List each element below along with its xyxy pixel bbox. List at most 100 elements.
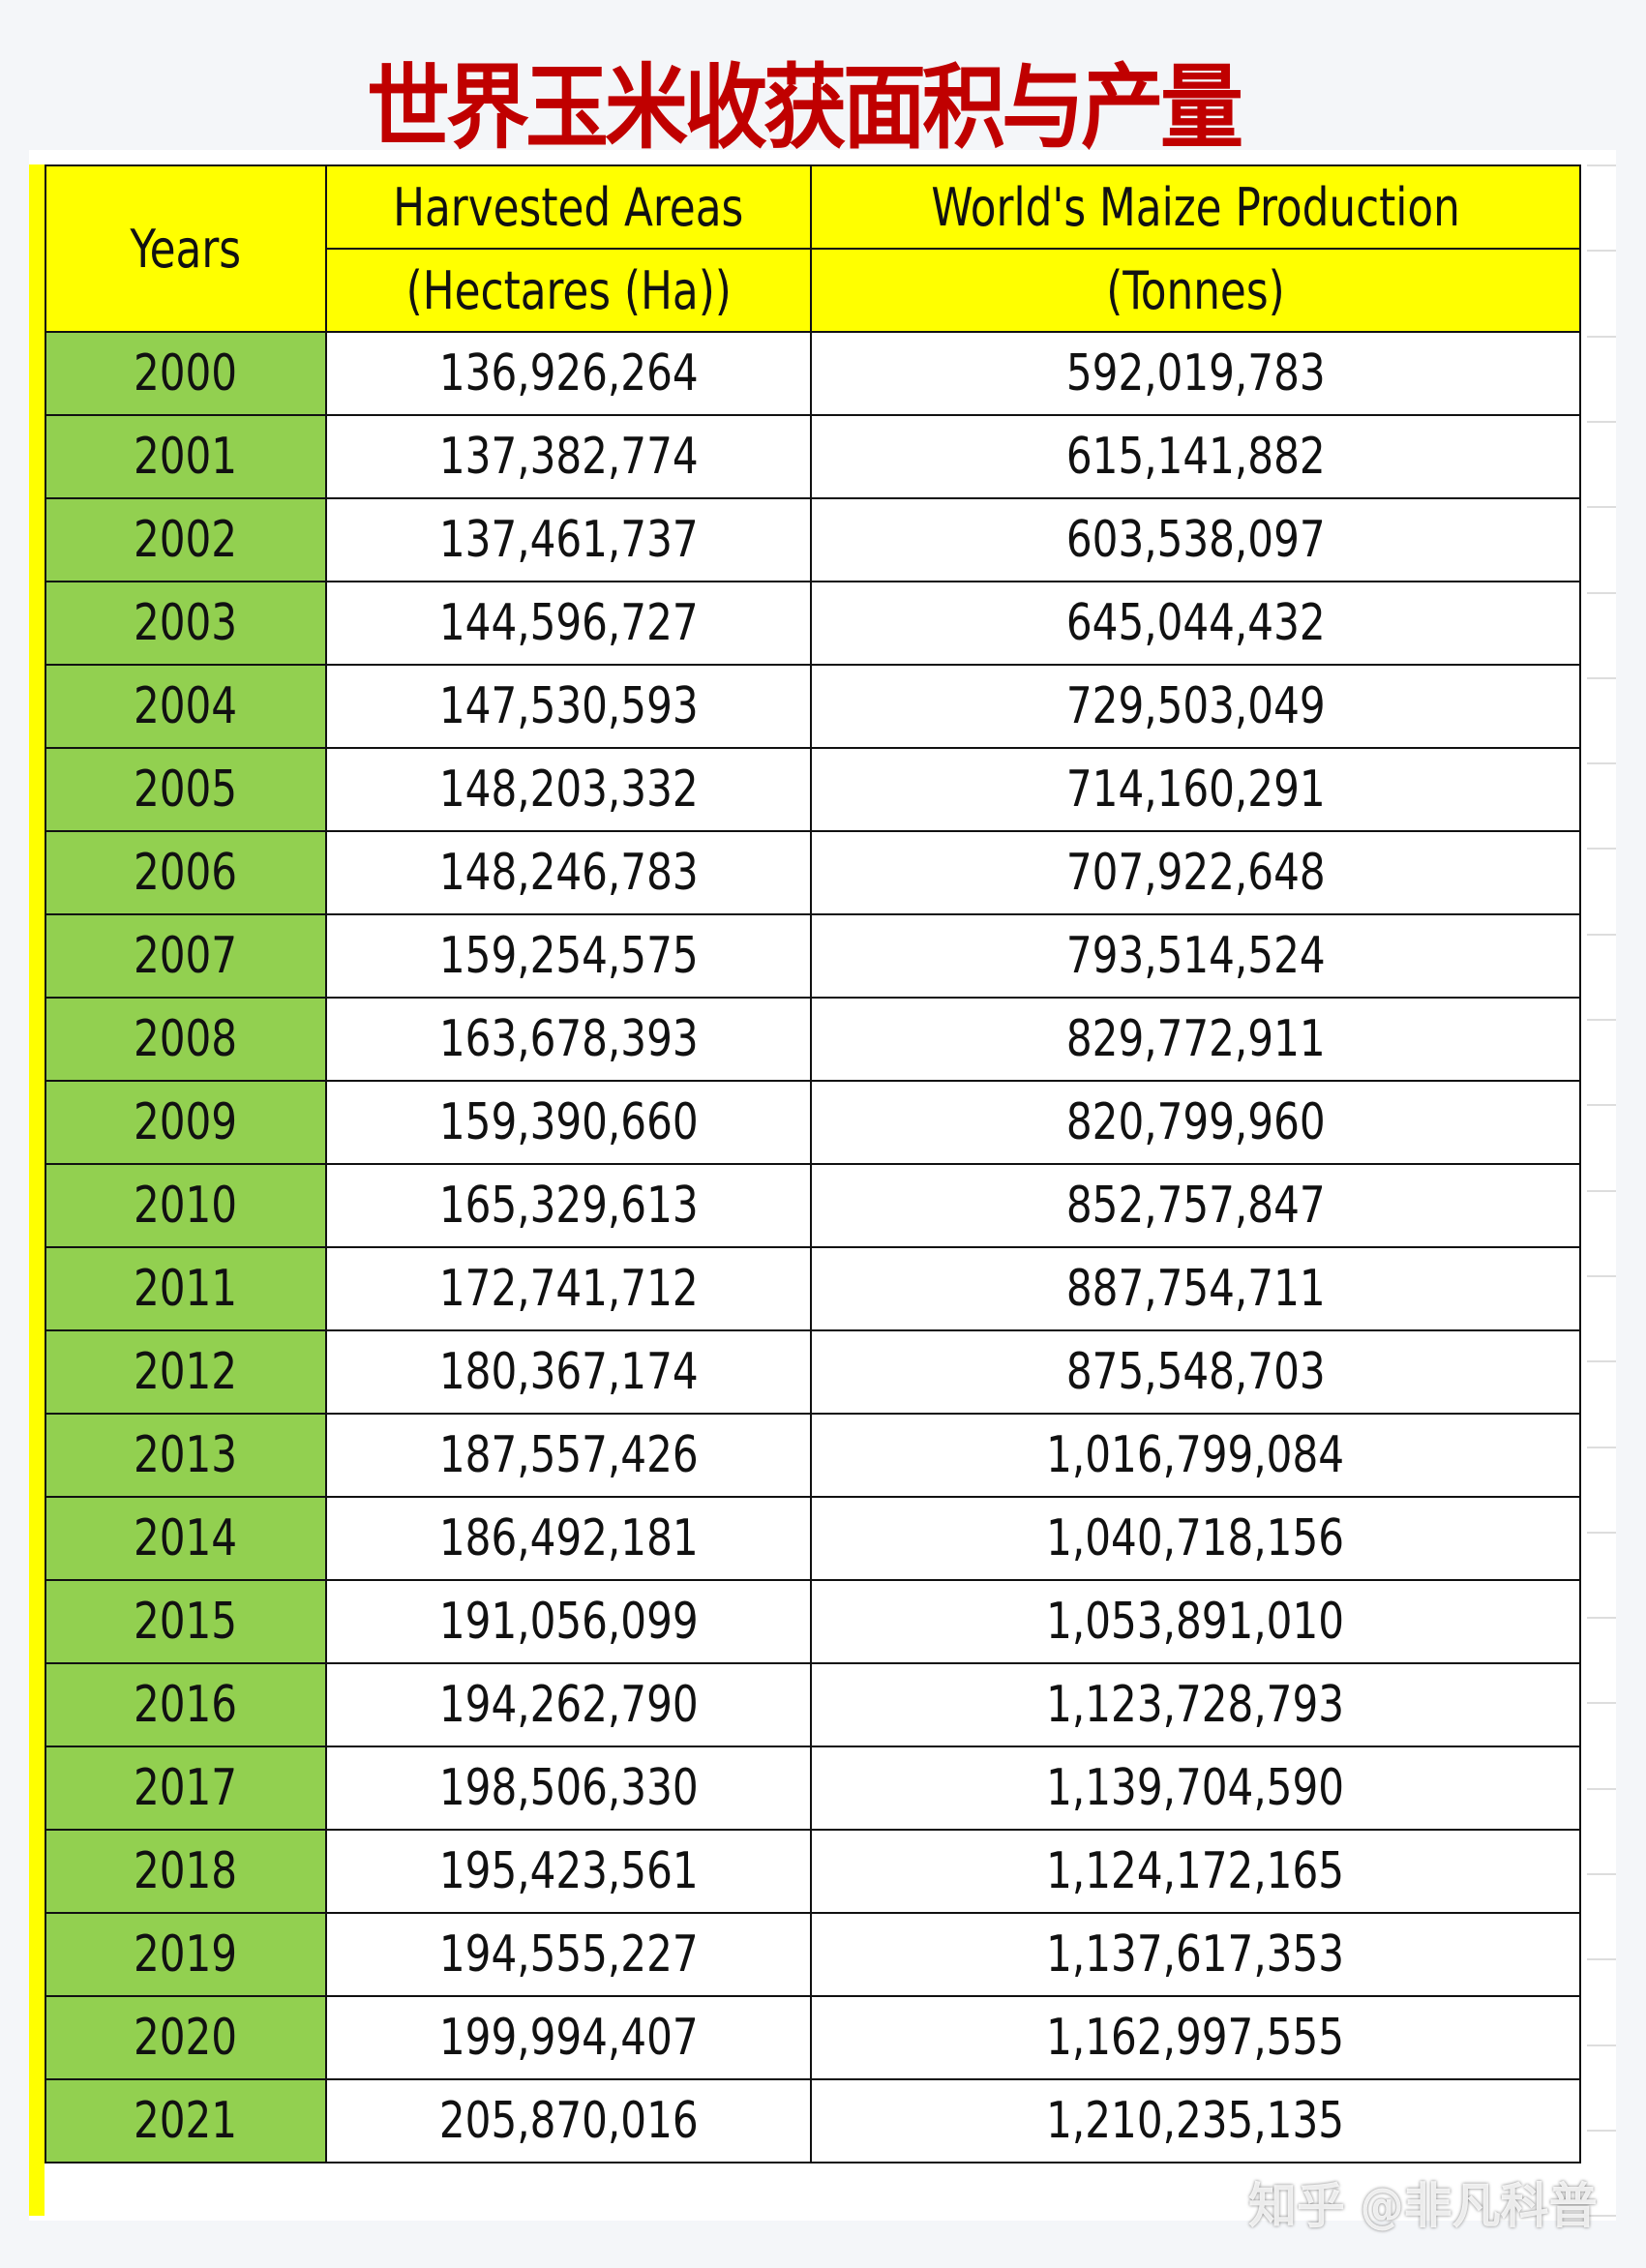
gridline: [1587, 164, 1616, 166]
gridline: [1587, 762, 1616, 765]
area-cell[interactable]: 198,506,330: [325, 1746, 812, 1831]
year-cell[interactable]: 2005: [45, 747, 327, 832]
area-cell[interactable]: 194,262,790: [325, 1662, 812, 1747]
area-cell[interactable]: 148,246,783: [325, 830, 812, 915]
year-cell[interactable]: 2012: [45, 1329, 327, 1415]
table-row: 2001 137,382,774 615,141,882: [45, 414, 1581, 499]
table-row: 2018 195,423,561 1,124,172,165: [45, 1829, 1581, 1914]
year-cell[interactable]: 2016: [45, 1662, 327, 1747]
production-cell[interactable]: 592,019,783: [810, 331, 1581, 416]
production-cell[interactable]: 1,016,799,084: [810, 1413, 1581, 1498]
year-cell[interactable]: 2014: [45, 1496, 327, 1581]
production-cell[interactable]: 1,210,235,135: [810, 2078, 1581, 2164]
area-cell[interactable]: 137,382,774: [325, 414, 812, 499]
gridline: [1587, 1189, 1616, 1192]
production-cell[interactable]: 852,757,847: [810, 1163, 1581, 1248]
page-title: 世界玉米收获面积与产量: [367, 54, 1243, 162]
production-cell[interactable]: 707,922,648: [810, 830, 1581, 915]
area-cell[interactable]: 136,926,264: [325, 331, 812, 416]
gridline: [1587, 1787, 1616, 1790]
year-cell[interactable]: 2004: [45, 664, 327, 749]
production-cell[interactable]: 1,053,891,010: [810, 1579, 1581, 1664]
area-cell[interactable]: 194,555,227: [325, 1912, 812, 1997]
area-cell[interactable]: 195,423,561: [325, 1829, 812, 1914]
area-cell[interactable]: 180,367,174: [325, 1329, 812, 1415]
area-cell[interactable]: 159,390,660: [325, 1080, 812, 1165]
year-cell[interactable]: 2000: [45, 331, 327, 416]
gridline: [1587, 933, 1616, 936]
header-years[interactable]: Years: [45, 164, 327, 333]
year-cell[interactable]: 2009: [45, 1080, 327, 1165]
production-cell[interactable]: 1,123,728,793: [810, 1662, 1581, 1747]
area-cell[interactable]: 159,254,575: [325, 913, 812, 999]
table-row: 2000 136,926,264 592,019,783: [45, 331, 1581, 416]
gridline: [1587, 335, 1616, 338]
year-cell[interactable]: 2002: [45, 497, 327, 582]
production-cell[interactable]: 1,137,617,353: [810, 1912, 1581, 1997]
production-cell[interactable]: 1,040,718,156: [810, 1496, 1581, 1581]
gridline: [1587, 1274, 1616, 1277]
year-cell[interactable]: 2015: [45, 1579, 327, 1664]
table-row: 2002 137,461,737 603,538,097: [45, 497, 1581, 582]
year-cell[interactable]: 2013: [45, 1413, 327, 1498]
year-cell[interactable]: 2003: [45, 581, 327, 666]
production-cell[interactable]: 645,044,432: [810, 581, 1581, 666]
year-cell[interactable]: 2001: [45, 414, 327, 499]
area-cell[interactable]: 172,741,712: [325, 1246, 812, 1331]
area-cell[interactable]: 186,492,181: [325, 1496, 812, 1581]
header-row-2: (Hectares (Ha)) (Tonnes): [45, 248, 1581, 333]
gridline: [1587, 2044, 1616, 2046]
table-row: 2004 147,530,593 729,503,049: [45, 664, 1581, 749]
production-cell[interactable]: 615,141,882: [810, 414, 1581, 499]
table-row: 2006 148,246,783 707,922,648: [45, 830, 1581, 915]
table-row: 2017 198,506,330 1,139,704,590: [45, 1746, 1581, 1831]
year-cell[interactable]: 2017: [45, 1746, 327, 1831]
table-row: 2019 194,555,227 1,137,617,353: [45, 1912, 1581, 1997]
table-row: 2013 187,557,426 1,016,799,084: [45, 1413, 1581, 1498]
production-cell[interactable]: 1,124,172,165: [810, 1829, 1581, 1914]
gridline: [1587, 1104, 1616, 1107]
gridline: [1587, 420, 1616, 423]
production-cell[interactable]: 887,754,711: [810, 1246, 1581, 1331]
table-row: 2016 194,262,790 1,123,728,793: [45, 1662, 1581, 1747]
year-cell[interactable]: 2008: [45, 997, 327, 1082]
table-row: 2008 163,678,393 829,772,911: [45, 997, 1581, 1082]
header-production[interactable]: World's Maize Production: [810, 164, 1581, 250]
area-cell[interactable]: 144,596,727: [325, 581, 812, 666]
production-cell[interactable]: 1,162,997,555: [810, 1995, 1581, 2080]
production-cell[interactable]: 729,503,049: [810, 664, 1581, 749]
gridline: [1587, 250, 1616, 253]
year-cell[interactable]: 2021: [45, 2078, 327, 2164]
year-cell[interactable]: 2006: [45, 830, 327, 915]
production-cell[interactable]: 829,772,911: [810, 997, 1581, 1082]
production-cell[interactable]: 1,139,704,590: [810, 1746, 1581, 1831]
year-cell[interactable]: 2007: [45, 913, 327, 999]
area-cell[interactable]: 205,870,016: [325, 2078, 812, 2164]
production-cell[interactable]: 793,514,524: [810, 913, 1581, 999]
area-cell[interactable]: 147,530,593: [325, 664, 812, 749]
area-cell[interactable]: 191,056,099: [325, 1579, 812, 1664]
year-cell[interactable]: 2018: [45, 1829, 327, 1914]
gridline: [1587, 2129, 1616, 2132]
yellow-edge: [29, 164, 45, 2216]
production-cell[interactable]: 820,799,960: [810, 1080, 1581, 1165]
header-production-unit[interactable]: (Tonnes): [810, 248, 1581, 333]
header-area[interactable]: Harvested Areas: [325, 164, 812, 250]
area-cell[interactable]: 187,557,426: [325, 1413, 812, 1498]
area-cell[interactable]: 199,994,407: [325, 1995, 812, 2080]
gridline: [1587, 1446, 1616, 1448]
table-row: 2011 172,741,712 887,754,711: [45, 1246, 1581, 1331]
production-cell[interactable]: 714,160,291: [810, 747, 1581, 832]
header-area-unit[interactable]: (Hectares (Ha)): [325, 248, 812, 333]
area-cell[interactable]: 165,329,613: [325, 1163, 812, 1248]
year-cell[interactable]: 2010: [45, 1163, 327, 1248]
production-cell[interactable]: 875,548,703: [810, 1329, 1581, 1415]
year-cell[interactable]: 2019: [45, 1912, 327, 1997]
area-cell[interactable]: 148,203,332: [325, 747, 812, 832]
gridline: [1587, 2215, 1616, 2218]
year-cell[interactable]: 2011: [45, 1246, 327, 1331]
area-cell[interactable]: 137,461,737: [325, 497, 812, 582]
area-cell[interactable]: 163,678,393: [325, 997, 812, 1082]
production-cell[interactable]: 603,538,097: [810, 497, 1581, 582]
year-cell[interactable]: 2020: [45, 1995, 327, 2080]
